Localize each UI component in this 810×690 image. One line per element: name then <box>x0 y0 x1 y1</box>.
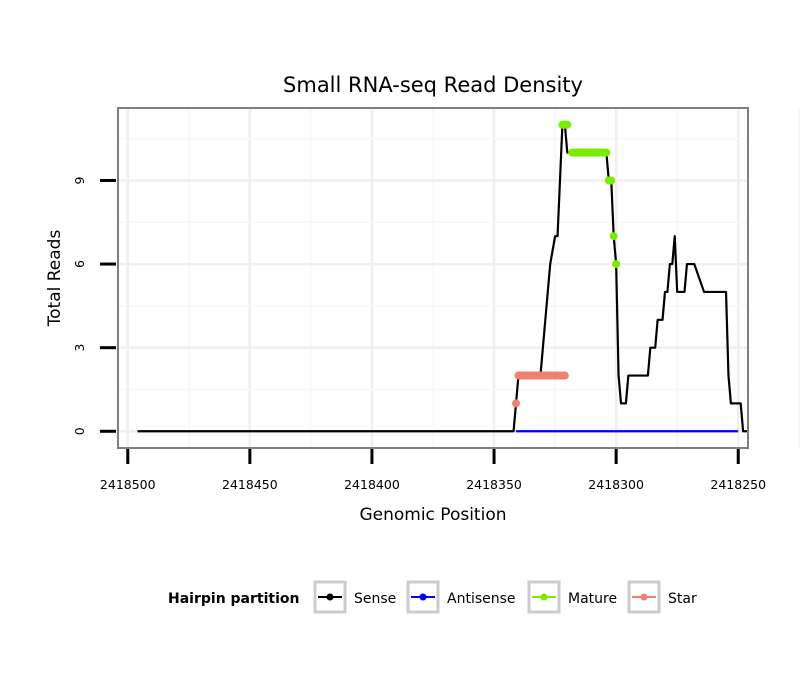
data-point-star <box>560 371 569 380</box>
legend-label-star: Star <box>668 591 697 607</box>
x-tick-label: 2418300 <box>588 477 644 492</box>
x-tick-label: 2418350 <box>466 477 522 492</box>
y-axis-label: Total Reads <box>45 230 65 328</box>
y-axis: 0 3 6 9 <box>72 176 116 435</box>
x-tick-label: 2418450 <box>222 477 278 492</box>
data-point-mature <box>612 260 621 269</box>
data-point-mature <box>609 232 618 241</box>
x-axis: 2418500 2418450 2418400 2418350 2418300 24182… <box>100 449 766 492</box>
series-line-sense <box>137 123 748 433</box>
y-tick-label: 3 <box>72 344 87 352</box>
x-tick-label: 2418250 <box>710 477 766 492</box>
legend-key-point-mature <box>540 593 548 601</box>
legend-key-point-sense <box>326 593 334 601</box>
plot-border <box>117 107 749 449</box>
x-tick-label: 2418500 <box>100 477 156 492</box>
legend-key-point-star <box>640 593 648 601</box>
legend: Hairpin partition Sense Antisense Mature St… <box>168 580 697 614</box>
legend-label-sense: Sense <box>354 591 396 607</box>
legend-title: Hairpin partition <box>168 591 299 607</box>
y-tick-label: 9 <box>72 176 87 184</box>
series-layer <box>137 120 748 433</box>
x-axis-label: Genomic Position <box>359 505 506 525</box>
legend-label-mature: Mature <box>568 591 617 607</box>
chart-title: Small RNA-seq Read Density <box>283 73 583 97</box>
y-tick-label: 6 <box>72 260 87 268</box>
legend-label-antisense: Antisense <box>447 591 516 607</box>
x-tick-label: 2418400 <box>344 477 400 492</box>
data-point-mature <box>607 176 616 185</box>
data-point-mature <box>602 148 611 157</box>
legend-key-point-antisense <box>419 593 427 601</box>
data-point-star <box>512 399 521 408</box>
data-point-mature <box>563 120 572 129</box>
y-tick-label: 0 <box>72 427 87 435</box>
